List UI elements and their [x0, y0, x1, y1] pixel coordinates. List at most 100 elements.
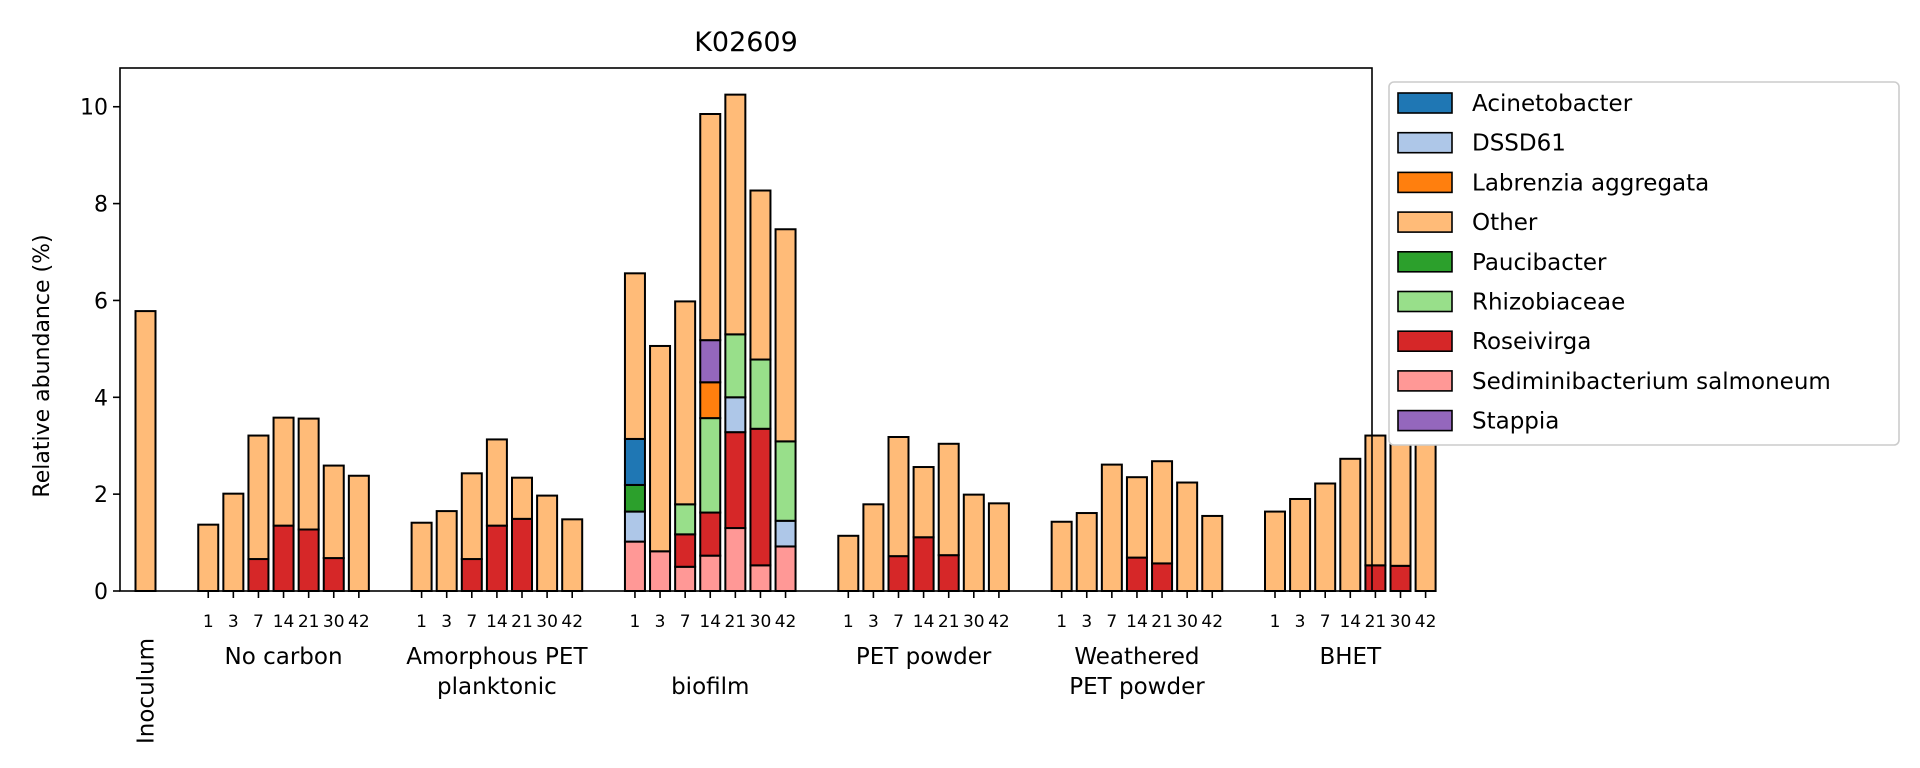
bar-segment-other — [1389, 442, 1412, 567]
x-tick-label: 7 — [1106, 612, 1117, 632]
bar-segment-other — [511, 476, 533, 520]
legend-swatch-rhizobiaceae — [1397, 290, 1453, 313]
x-tick-label: 21 — [725, 612, 747, 632]
bar-segment-other — [536, 494, 559, 592]
x-tick-label: 42 — [561, 612, 583, 632]
legend-label-stappia: Stappia — [1472, 409, 1559, 435]
x-tick-label: 7 — [1320, 612, 1331, 632]
bar-segment-roseivirga — [912, 536, 935, 592]
bar-segment-other — [937, 442, 960, 557]
bar-segment-other — [1125, 476, 1148, 559]
bar-segment-other — [623, 272, 646, 440]
bar-segment-rhizobiaceae — [674, 503, 697, 536]
bar-segment-other — [247, 434, 270, 561]
group-label-pet-powder: PET powder — [856, 644, 992, 670]
bar-segment-other — [1100, 463, 1123, 593]
bar-segment-acinetobacter — [623, 437, 646, 486]
legend-swatch-roseivirga — [1397, 330, 1453, 353]
x-tick-label: 1 — [843, 612, 854, 632]
x-tick-label: 42 — [988, 612, 1010, 632]
bar-segment-other — [649, 344, 672, 553]
x-tick-label: 1 — [630, 612, 641, 632]
bar-segment-other — [1339, 457, 1362, 592]
bar-segment-dssd61 — [623, 510, 646, 543]
legend-label-labrenzia-aggregata: Labrenzia aggregata — [1472, 170, 1709, 196]
bar-segment-roseivirga — [272, 524, 295, 592]
group-label-inoculum: Inoculum — [134, 638, 160, 744]
bar-segment-other — [862, 503, 885, 593]
group-labels: Inoculum No carbon Amorphous PET planktonic… — [134, 638, 1383, 744]
legend-box — [1388, 81, 1900, 446]
bar-segment-other — [837, 534, 860, 592]
x-tick-label: 3 — [655, 612, 666, 632]
x-tick-label: 14 — [699, 612, 721, 632]
bar-segment-other — [1151, 460, 1174, 565]
bar-segment-roseivirga — [322, 557, 345, 593]
y-axis-label: Relative abundance (%) — [30, 234, 55, 497]
group-label-no-carbon: No carbon — [225, 644, 343, 670]
bar-segment-labrenzia-aggregata — [699, 381, 722, 420]
bar-segment-other — [134, 310, 157, 592]
x-tick-label: 3 — [228, 612, 239, 632]
bar-segment-other — [887, 436, 910, 558]
group-label-planktonic: planktonic — [437, 674, 557, 700]
legend-label-rhizobiaceae: Rhizobiaceae — [1472, 290, 1625, 316]
y-axis: 0 2 4 6 8 10 — [80, 96, 120, 605]
bar-segment-sediminibacterium-salmoneum — [699, 554, 722, 592]
bar-segment-other — [1176, 481, 1199, 593]
legend-swatch-other — [1397, 211, 1453, 233]
legend-swatch-dssd61 — [1397, 131, 1453, 154]
bar-segment-roseivirga — [247, 558, 270, 592]
bar-segment-sediminibacterium-salmoneum — [724, 527, 747, 593]
bar-segment-other — [347, 474, 370, 593]
bar-segment-rhizobiaceae — [749, 358, 772, 430]
x-tick-label: 1 — [416, 612, 427, 632]
bar-segment-roseivirga — [887, 555, 910, 593]
bar-segment-other — [1201, 514, 1224, 593]
bar-segment-rhizobiaceae — [724, 333, 747, 399]
bar-segment-other — [674, 300, 697, 506]
legend-swatch-stappia — [1397, 409, 1453, 432]
x-tick-label: 30 — [1176, 612, 1198, 632]
y-tick-label: 10 — [80, 96, 108, 121]
bar-segment-other — [322, 464, 345, 560]
bar-segment-other — [197, 523, 220, 593]
x-tick-label: 21 — [1365, 612, 1387, 632]
bar-segment-dssd61 — [774, 519, 797, 548]
x-tick-label: 1 — [203, 612, 214, 632]
bar-segment-other — [1314, 482, 1337, 592]
x-tick-label: 3 — [1295, 612, 1306, 632]
group-label-pet-powder: PET powder — [1069, 674, 1205, 700]
x-tick-label: 21 — [1151, 612, 1173, 632]
legend-label-roseivirga: Roseivirga — [1472, 329, 1591, 355]
legend-label-dssd61: DSSD61 — [1472, 131, 1566, 157]
bar-segment-roseivirga — [937, 554, 960, 592]
x-tick-labels: 1 3 7 14 21 30 42 1 3 7 14 21 30 42 1 3 7 14 21 30 42 1 3 7 14 21… — [203, 591, 1437, 632]
x-tick-label: 7 — [253, 612, 264, 632]
x-tick-label: 3 — [1081, 612, 1092, 632]
y-tick-label: 0 — [94, 580, 108, 605]
bar-segment-sediminibacterium-salmoneum — [649, 550, 672, 592]
chart-title: K02609 — [694, 27, 798, 58]
group-label-amorphous-pet: Amorphous PET — [406, 644, 588, 670]
bar-segment-roseivirga — [1389, 564, 1412, 593]
bar-segment-other — [699, 113, 722, 342]
bar-segment-other — [987, 502, 1010, 592]
bar-segment-roseivirga — [511, 517, 533, 593]
x-tick-label: 42 — [1415, 612, 1437, 632]
bar-segment-other — [222, 492, 245, 592]
bar-segment-other — [1364, 434, 1387, 567]
bar-segment-other — [724, 93, 747, 336]
legend-label-paucibacter: Paucibacter — [1472, 250, 1607, 276]
bar-segment-roseivirga — [460, 558, 483, 592]
bar-segment-roseivirga — [724, 431, 747, 530]
bar-segment-sediminibacterium-salmoneum — [623, 540, 646, 592]
x-tick-label: 30 — [1390, 612, 1412, 632]
bar-segment-other — [435, 510, 458, 593]
x-tick-label: 30 — [963, 612, 985, 632]
x-tick-label: 14 — [486, 612, 508, 632]
y-tick-label: 2 — [94, 483, 108, 508]
x-tick-label: 21 — [938, 612, 960, 632]
bar-segment-other — [912, 466, 935, 539]
y-tick-label: 6 — [94, 289, 108, 314]
